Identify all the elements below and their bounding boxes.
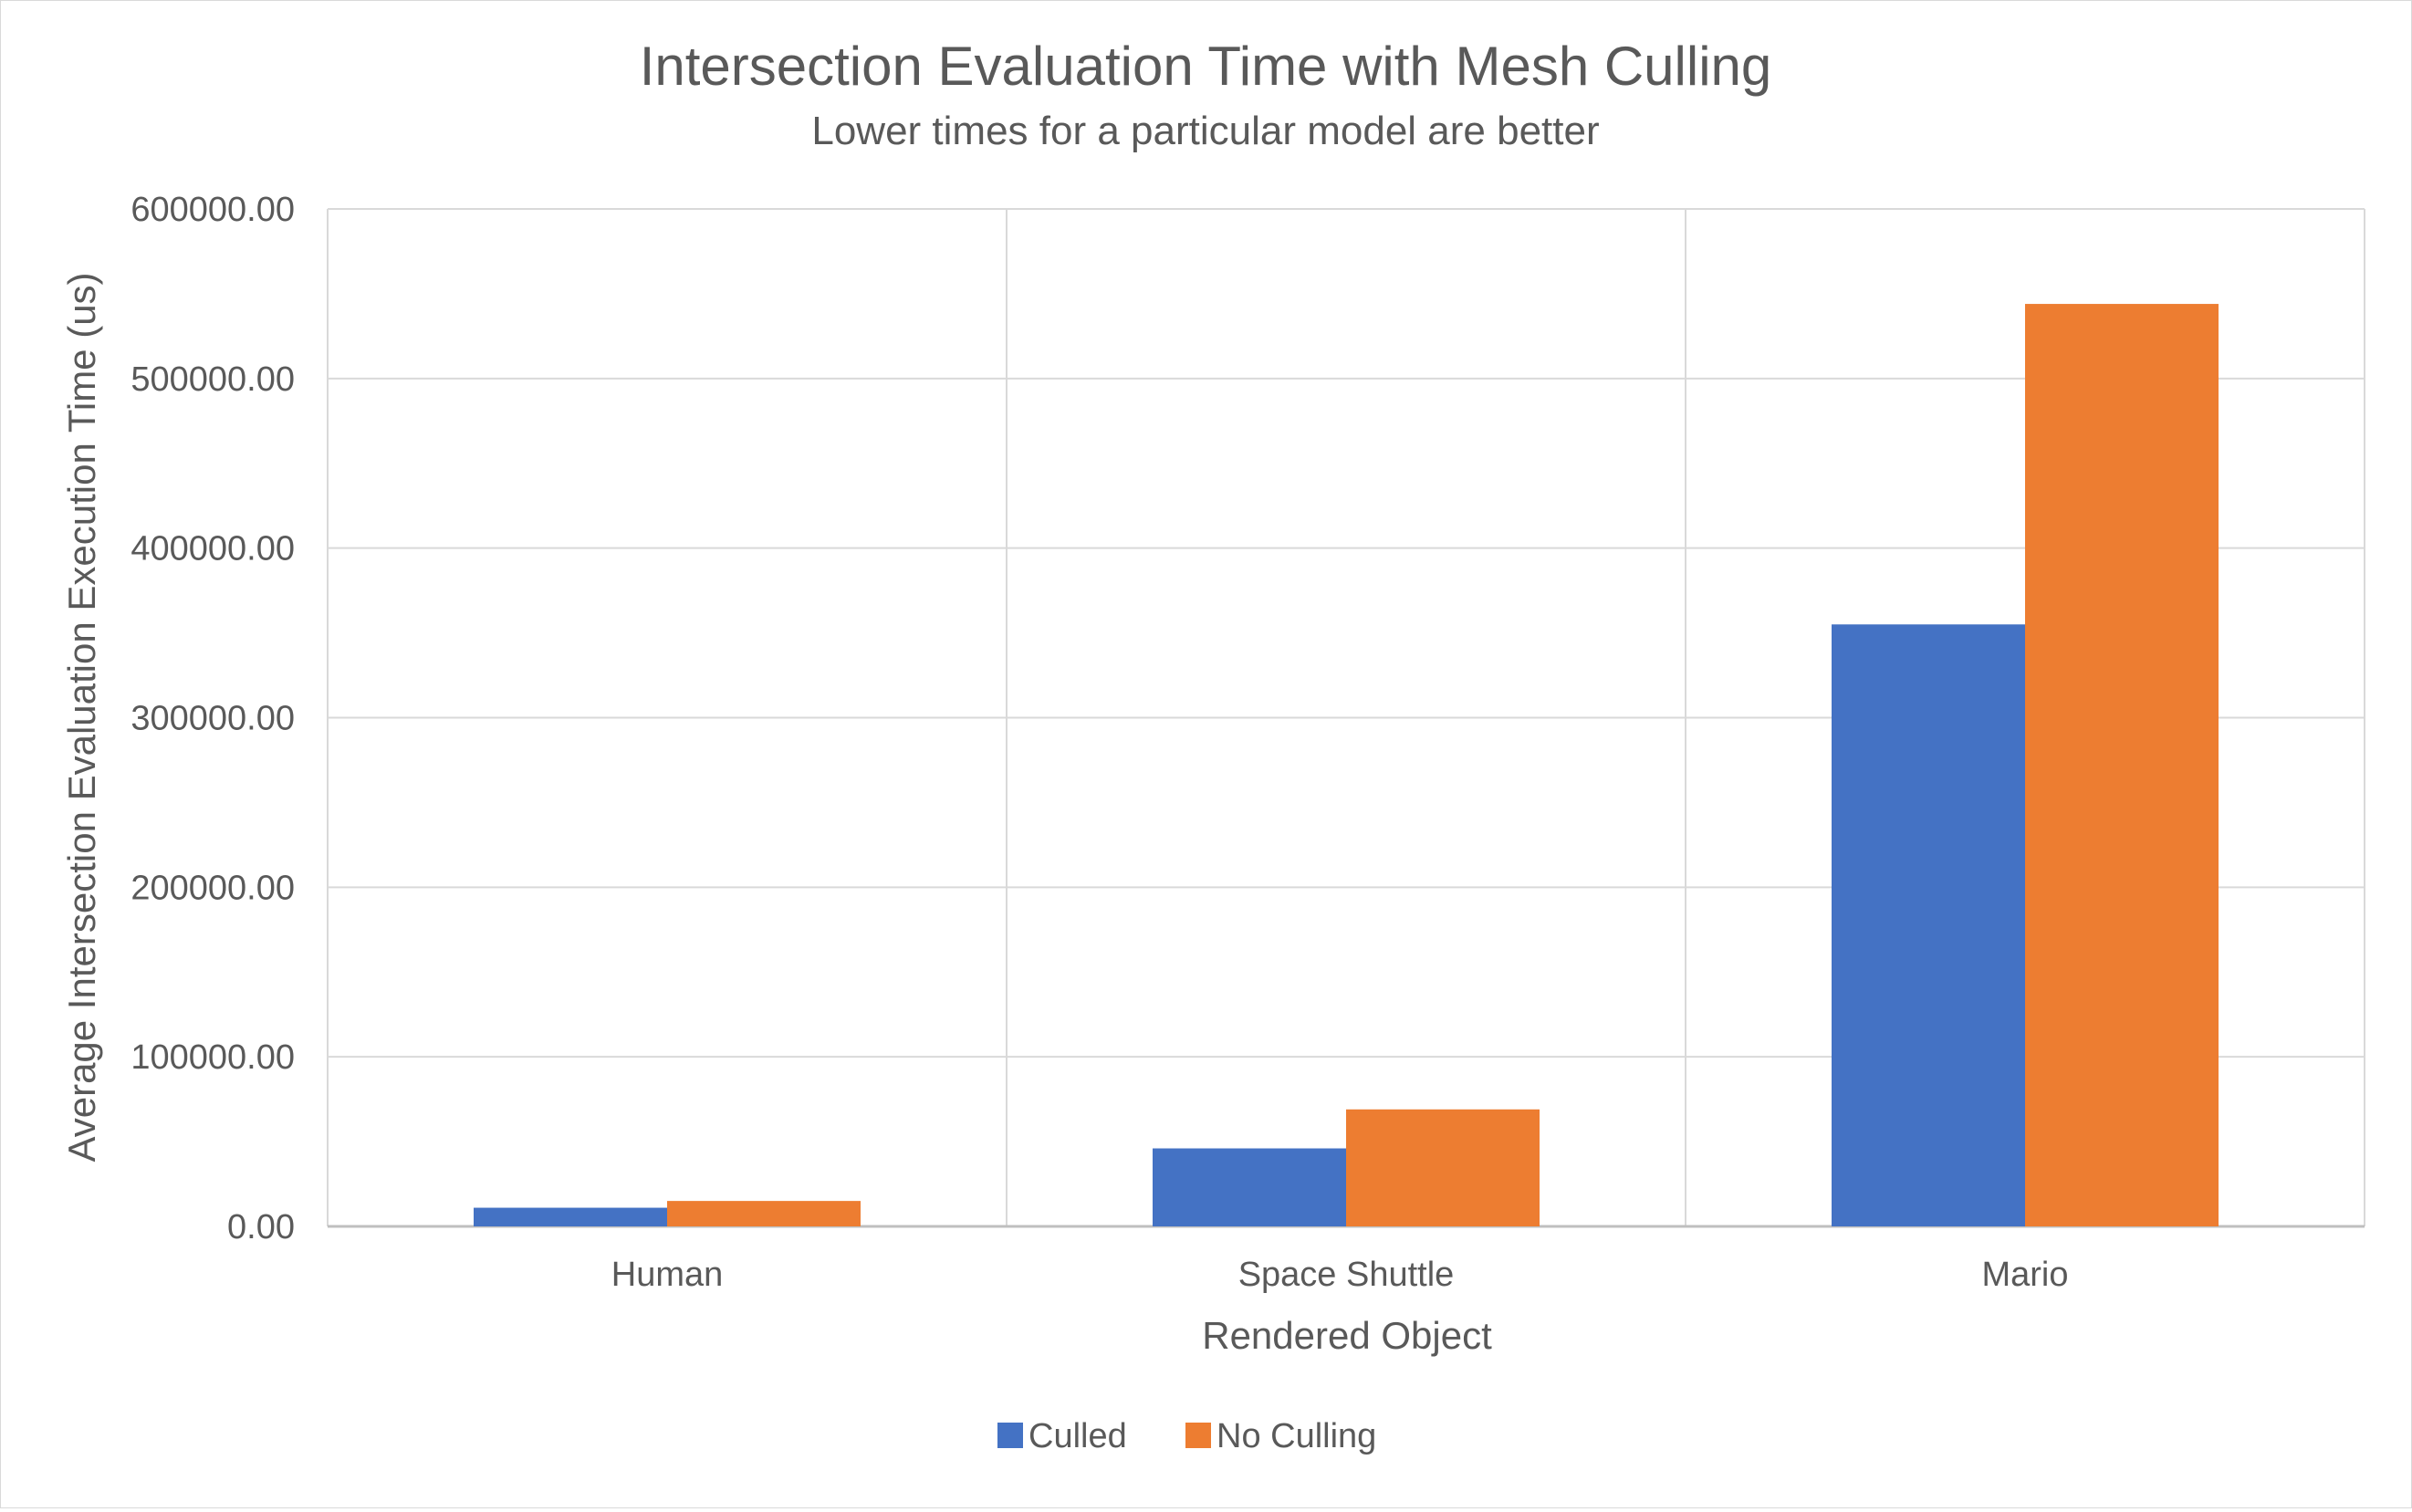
bar-culled [474, 1207, 667, 1226]
x-tick-label: Mario [1981, 1256, 2068, 1294]
x-axis-label: Rendered Object [1202, 1314, 1492, 1357]
gridlines [327, 208, 2365, 1226]
bar-no-culling [2025, 304, 2219, 1227]
legend-swatch [1185, 1423, 1211, 1448]
bar-culled [1153, 1148, 1346, 1226]
chart-subtitle: Lower times for a particular model are b… [811, 109, 1599, 153]
y-tick-label: 100000.00 [131, 1038, 295, 1077]
chart-title: Intersection Evaluation Time with Mesh C… [640, 36, 1772, 97]
x-tick-label: Human [611, 1256, 724, 1294]
y-tick-label: 600000.00 [131, 191, 295, 229]
y-tick-labels: 0.00 100000.00 200000.00 300000.00 400000.00… [131, 191, 295, 1246]
y-tick-label: 400000.00 [131, 530, 295, 568]
bar-culled [1832, 624, 2025, 1226]
legend-label: Culled [1028, 1417, 1127, 1455]
legend-swatch [997, 1423, 1023, 1448]
x-tick-labels: Human Space Shuttle Mario [611, 1256, 2069, 1294]
y-tick-label: 200000.00 [131, 869, 295, 907]
y-tick-label: 0.00 [227, 1208, 295, 1246]
y-axis-label: Average Intersection Evaluation Executio… [60, 272, 103, 1162]
bars [474, 304, 2219, 1227]
bar-no-culling [1346, 1109, 1540, 1226]
legend: Culled No Culling [997, 1417, 1376, 1455]
x-tick-label: Space Shuttle [1238, 1256, 1455, 1294]
y-tick-label: 300000.00 [131, 700, 295, 738]
bar-no-culling [667, 1201, 861, 1226]
y-tick-label: 500000.00 [131, 360, 295, 399]
legend-label: No Culling [1216, 1417, 1376, 1455]
